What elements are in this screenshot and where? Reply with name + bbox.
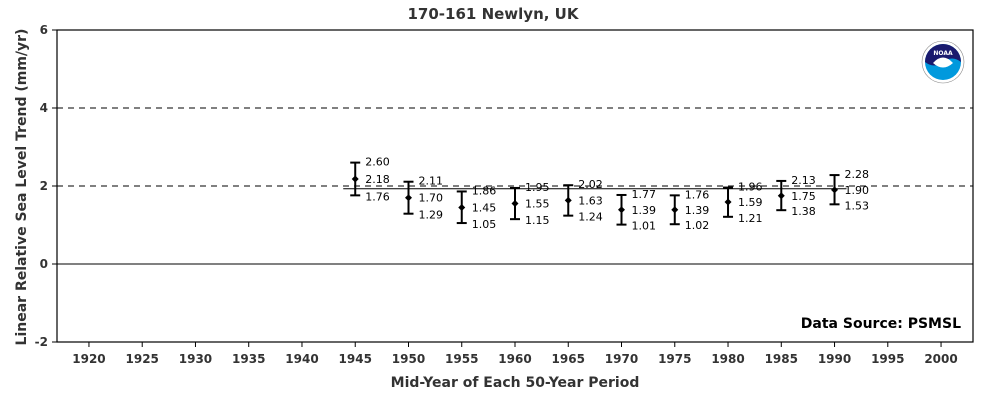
x-tick-label: 1985 — [765, 352, 798, 366]
plot-area: -2 0 2 4 6 1920 1925 1930 1935 1940 1945 1950 1955 19… — [35, 23, 974, 366]
data-point — [724, 198, 732, 206]
data-label-high: 2.13 — [791, 174, 816, 187]
data-label-low: 1.02 — [685, 219, 710, 232]
y-axis-label: Linear Relative Sea Level Trend (mm/yr) — [14, 29, 30, 346]
data-label-value: 1.75 — [791, 190, 816, 203]
data-point — [458, 203, 466, 211]
data-point — [351, 175, 359, 183]
noaa-logo-sky — [925, 44, 961, 66]
x-tick-label: 1975 — [658, 352, 691, 366]
data-label-value: 1.45 — [472, 201, 497, 214]
data-label-value: 1.59 — [738, 196, 763, 209]
data-label-low: 1.01 — [632, 220, 657, 233]
data-label-low: 1.76 — [365, 190, 390, 203]
data-point — [511, 200, 519, 208]
data-label-low: 1.53 — [845, 199, 870, 212]
x-tick-label: 1990 — [818, 352, 851, 366]
data-point — [618, 206, 626, 214]
data-label-value: 1.90 — [845, 184, 870, 197]
data-point — [564, 196, 572, 204]
noaa-logo: NOAA — [921, 40, 965, 84]
x-tick-label: 1955 — [445, 352, 478, 366]
y-tick-label: 6 — [40, 23, 48, 37]
x-tick-label: 1980 — [711, 352, 744, 366]
x-tick-label: 1940 — [285, 352, 318, 366]
data-label-value: 1.55 — [525, 198, 550, 211]
data-label-high: 1.76 — [685, 188, 710, 201]
data-label-high: 1.96 — [738, 181, 763, 194]
data-label-low: 1.24 — [578, 211, 603, 224]
x-tick-label: 1925 — [126, 352, 159, 366]
chart-title: 170-161 Newlyn, UK — [408, 5, 580, 23]
noaa-logo-text: NOAA — [933, 50, 953, 57]
x-tick-label: 1920 — [72, 352, 105, 366]
x-tick-label: 1930 — [179, 352, 212, 366]
data-label-value: 2.18 — [365, 173, 390, 186]
x-tick-label: 1970 — [605, 352, 638, 366]
data-label-low: 1.29 — [418, 209, 443, 222]
x-tick-label: 1965 — [552, 352, 585, 366]
x-axis-label: Mid-Year of Each 50-Year Period — [391, 375, 640, 391]
data-label-high: 1.77 — [632, 188, 657, 201]
x-tick-label: 1935 — [232, 352, 265, 366]
x-tick-label: 1950 — [392, 352, 425, 366]
data-label-low: 1.21 — [738, 212, 763, 225]
data-label-high: 1.95 — [525, 181, 550, 194]
y-tick-label: 4 — [40, 101, 48, 115]
data-label-low: 1.05 — [472, 218, 497, 231]
x-tick-label: 1960 — [498, 352, 531, 366]
data-source-annotation: Data Source: PSMSL — [801, 316, 961, 332]
x-tick-label: 2000 — [924, 352, 957, 366]
y-tick-label: 2 — [40, 179, 48, 193]
data-point — [831, 186, 839, 194]
y-tick-label: 0 — [40, 257, 48, 271]
data-label-low: 1.15 — [525, 214, 550, 227]
data-point — [404, 194, 412, 202]
noaa-logo-gull — [933, 57, 953, 68]
data-label-high: 2.02 — [578, 178, 603, 191]
data-label-value: 1.39 — [632, 204, 657, 217]
x-tick-label: 1945 — [339, 352, 372, 366]
data-point — [777, 192, 785, 200]
x-tick-label: 1995 — [871, 352, 904, 366]
data-label-high: 2.11 — [418, 175, 443, 188]
data-label-value: 1.63 — [578, 194, 603, 207]
y-tick-label: -2 — [35, 335, 48, 349]
data-label-high: 1.86 — [472, 184, 497, 197]
data-label-high: 2.28 — [845, 168, 870, 181]
data-label-value: 1.70 — [418, 192, 443, 205]
data-label-low: 1.38 — [791, 205, 816, 218]
data-label-value: 1.39 — [685, 204, 710, 217]
data-label-high: 2.60 — [365, 156, 390, 169]
data-point — [671, 206, 679, 214]
